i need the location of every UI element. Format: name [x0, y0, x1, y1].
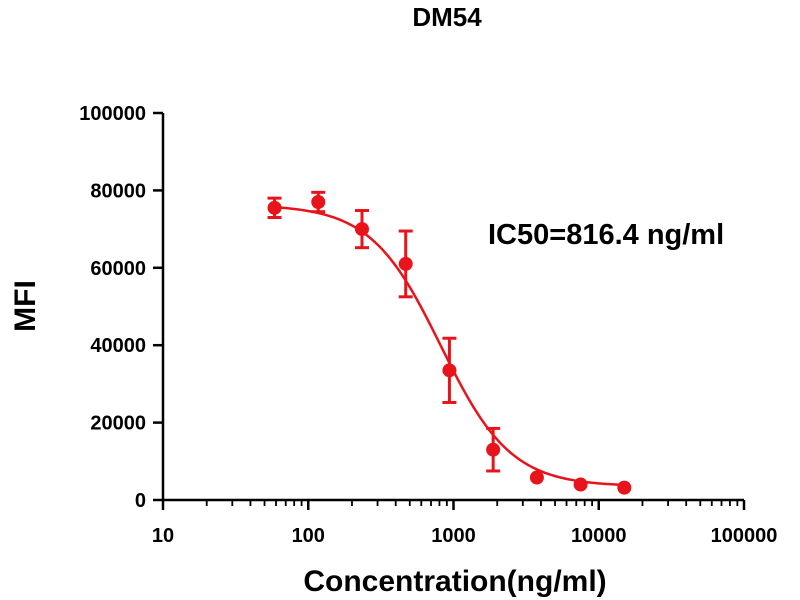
y-tick-label: 60000 — [90, 258, 146, 280]
data-point — [617, 480, 632, 495]
y-tick-label: 20000 — [90, 413, 146, 435]
x-tick-label: 100000 — [711, 525, 778, 547]
data-point — [529, 470, 544, 485]
y-axis-label: MFI — [9, 280, 42, 332]
y-tick-label: 100000 — [79, 103, 146, 125]
data-point — [573, 477, 588, 492]
x-tick-label: 10000 — [571, 525, 627, 547]
data-point — [311, 195, 326, 210]
data-point — [398, 256, 413, 271]
x-tick-label: 100 — [292, 525, 325, 547]
ic50-annotation: IC50=816.4 ng/ml — [488, 219, 724, 251]
data-points-layer — [267, 190, 632, 495]
x-axis-label: Concentration(ng/ml) — [303, 565, 606, 598]
x-tick-label: 10 — [152, 525, 174, 547]
y-tick-label: 80000 — [90, 180, 146, 202]
chart-title: DM54 — [412, 2, 482, 32]
axes: 0 20000 40000 60000 80000 100000 10 100 1000 1000… — [79, 103, 777, 547]
data-point — [442, 363, 457, 378]
y-tick-label: 0 — [135, 490, 146, 512]
data-point — [267, 200, 282, 215]
data-point — [354, 222, 369, 237]
data-point — [486, 442, 501, 457]
x-tick-label: 1000 — [431, 525, 476, 547]
y-tick-label: 40000 — [90, 335, 146, 357]
